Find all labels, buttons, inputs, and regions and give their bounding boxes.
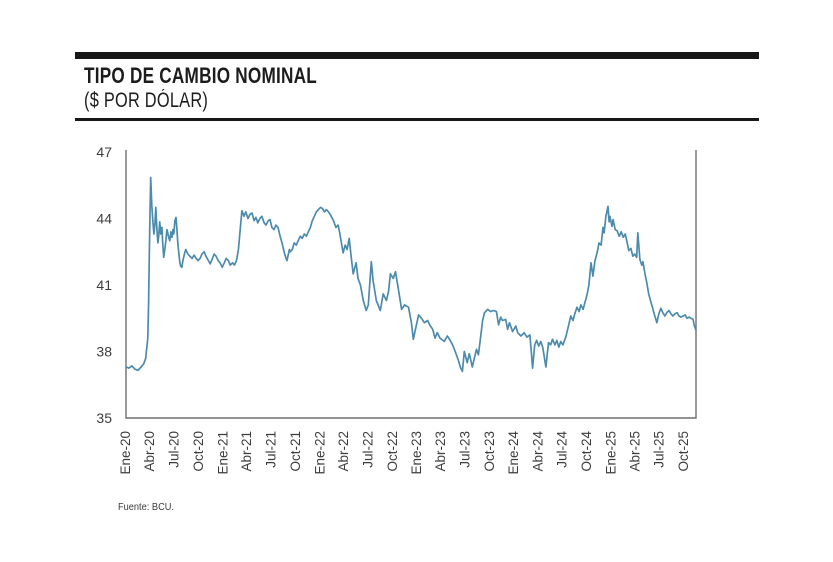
x-tick-label: Ene-24 — [506, 431, 521, 475]
x-tick-label: Ene-22 — [312, 431, 327, 475]
x-tick-label: Abr-25 — [627, 431, 642, 472]
y-tick-label: 44 — [96, 211, 112, 227]
x-tick-label: Ene-21 — [215, 431, 230, 475]
x-tick-label: Jul-21 — [263, 431, 278, 468]
x-tick-label: Jul-25 — [652, 431, 667, 468]
x-tick-label: Jul-22 — [360, 431, 375, 468]
title-bottom-rule — [75, 118, 759, 121]
x-tick-label: Oct-23 — [482, 431, 497, 472]
chart-title: TIPO DE CAMBIO NOMINAL — [84, 63, 317, 88]
source-note: Fuente: BCU. — [118, 501, 174, 513]
x-tick-label: Ene-20 — [118, 431, 133, 475]
x-tick-label: Ene-23 — [409, 431, 424, 475]
x-tick-label: Oct-25 — [676, 431, 691, 472]
x-tick-label: Abr-23 — [433, 431, 448, 472]
x-tick-label: Abr-22 — [336, 431, 351, 472]
x-tick-label: Abr-20 — [142, 431, 157, 472]
y-tick-label: 41 — [96, 277, 112, 293]
x-tick-label: Oct-24 — [579, 431, 594, 472]
title-top-rule — [75, 52, 759, 59]
x-tick-label: Jul-23 — [457, 431, 472, 468]
x-tick-label: Oct-21 — [288, 431, 303, 472]
y-tick-label: 38 — [96, 344, 112, 360]
x-tick-label: Abr-21 — [239, 431, 254, 472]
chart-subtitle: ($ POR DÓLAR) — [84, 89, 209, 112]
y-tick-label: 35 — [96, 410, 112, 426]
x-tick-label: Oct-20 — [191, 431, 206, 472]
x-tick-label: Ene-25 — [603, 431, 618, 475]
axis-frame — [125, 150, 697, 419]
x-tick-label: Abr-24 — [530, 431, 545, 472]
x-tick-label: Jul-20 — [166, 431, 181, 468]
y-tick-label: 47 — [96, 144, 112, 160]
exchange-rate-line — [125, 176, 697, 373]
x-tick-label: Jul-24 — [555, 431, 570, 468]
x-tick-label: Oct-22 — [385, 431, 400, 472]
